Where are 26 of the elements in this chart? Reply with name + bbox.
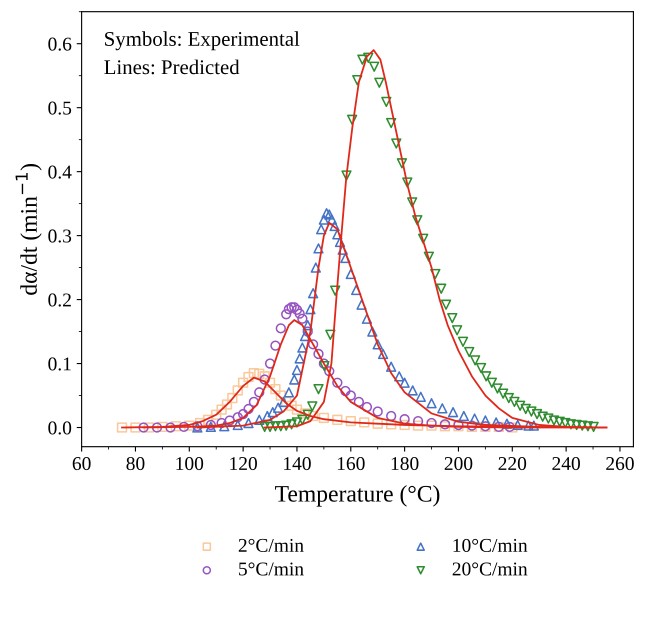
x-tick-label: 100	[176, 456, 204, 470]
x-tick-label: 120	[230, 456, 257, 470]
annotation: Lines: Predicted	[104, 60, 240, 74]
x-tick-label: 140	[284, 456, 311, 470]
y-tick-label: 0.1	[48, 357, 71, 371]
legend-label: 5°C/min	[239, 562, 304, 576]
x-tick-label: 180	[392, 456, 418, 470]
y-axis-title: dα/dt (min$^{−1}$)	[16, 164, 42, 295]
legend-label: 10°C/min	[454, 538, 528, 552]
y-tick-label: 0.0	[48, 421, 72, 435]
y-tick-label: 0.4	[48, 165, 72, 179]
legend-label: 2°C/min	[238, 538, 304, 552]
annotation: Symbols: Experimental	[105, 31, 300, 50]
x-tick-label: 80	[126, 456, 144, 470]
x-tick-label: 220	[498, 456, 526, 470]
y-tick-label: 0.6	[48, 38, 72, 51]
y-tick-label: 0.3	[48, 229, 72, 243]
legend-label: 20°C/min	[452, 562, 528, 576]
x-tick-label: 60	[72, 456, 91, 470]
x-tick-label: 200	[444, 456, 472, 470]
x-axis-title: Temperature (°C)	[275, 485, 440, 507]
y-tick-label: 0.2	[48, 293, 71, 307]
x-tick-label: 240	[552, 456, 580, 470]
y-tick-label: 0.5	[48, 101, 72, 115]
x-tick-label: 260	[606, 456, 634, 470]
x-tick-label: 160	[338, 456, 365, 470]
